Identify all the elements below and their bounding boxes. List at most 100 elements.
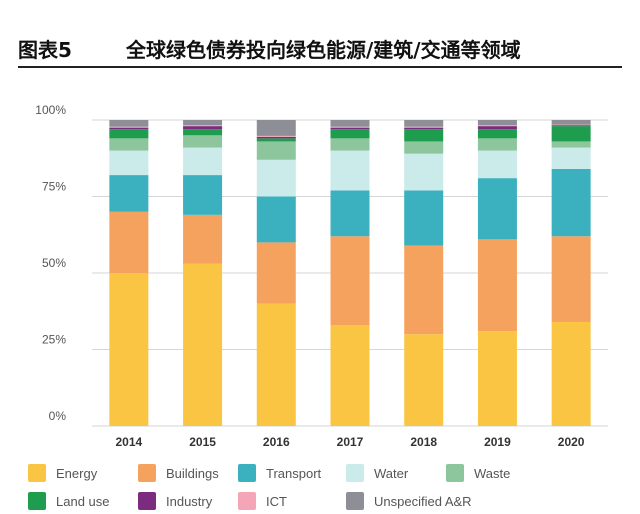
bar-segment-waste-2015: [183, 135, 223, 148]
bar-segment-ict-2019: [477, 125, 517, 127]
figure-title: 全球绿色债券投向绿色能源/建筑/交通等领域: [126, 38, 521, 62]
legend-label: Waste: [474, 465, 511, 481]
legend-item: Energy: [28, 462, 97, 484]
bar-segment-industry-2019: [477, 126, 517, 130]
bar-segment-water-2014: [109, 150, 149, 176]
bar-segment-industry-2015: [183, 126, 223, 130]
bar-segment-unspecified-a-r-2017: [330, 120, 370, 127]
legend-item: Water: [346, 462, 408, 484]
legend-label: Unspecified A&R: [374, 493, 472, 509]
stacked-bar-chart: 0% 25% 50% 75% 100% 2014 2015 2016 2017 2018 2019 2…: [35, 103, 608, 449]
bar-segment-industry-2016: [256, 136, 296, 139]
bar-segment-land-use-2015: [183, 129, 223, 136]
legend-item: Land use: [28, 490, 110, 512]
bar-segment-industry-2017: [330, 127, 370, 130]
x-tick-label: 2019: [484, 435, 511, 449]
x-tick-label: 2020: [558, 435, 585, 449]
legend-label: Transport: [266, 465, 322, 481]
bar-segment-energy-2015: [183, 263, 223, 426]
bar-segment-buildings-2019: [477, 239, 517, 332]
legend-label: Water: [374, 465, 409, 481]
bar-segment-energy-2018: [404, 334, 444, 426]
y-tick-label: 25%: [42, 333, 66, 347]
x-tick-label: 2016: [263, 435, 290, 449]
legend-swatch: [28, 464, 46, 482]
bar-segment-ict-2017: [330, 126, 370, 128]
bar-segment-land-use-2019: [477, 129, 517, 139]
bar-segment-land-use-2018: [404, 129, 444, 142]
bar-segment-land-use-2014: [109, 129, 149, 139]
legend-swatch: [28, 492, 46, 510]
header-divider: [18, 66, 622, 68]
bar-segment-industry-2014: [109, 127, 149, 130]
legend-item: ICT: [238, 490, 287, 512]
bar-segment-energy-2017: [330, 325, 370, 426]
y-tick-label: 0%: [49, 409, 67, 423]
bar-segment-transport-2015: [183, 175, 223, 215]
bar-segment-unspecified-a-r-2014: [109, 120, 149, 127]
bar-segment-land-use-2020: [551, 126, 591, 142]
bar-segment-industry-2020: [551, 125, 591, 127]
legend-swatch: [238, 464, 256, 482]
bar-segment-ict-2015: [183, 125, 223, 127]
bar-segment-waste-2018: [404, 141, 444, 154]
bar-segment-water-2015: [183, 147, 223, 176]
bar-segment-waste-2014: [109, 138, 149, 151]
bar-segment-waste-2020: [551, 141, 591, 148]
bar-segment-energy-2019: [477, 331, 517, 426]
legend-swatch: [446, 464, 464, 482]
legend-swatch: [138, 492, 156, 510]
bar-segment-water-2017: [330, 150, 370, 191]
legend-item: Unspecified A&R: [346, 490, 472, 512]
bar-segment-ict-2014: [109, 126, 149, 128]
bar-segment-waste-2019: [477, 138, 517, 151]
bar-segment-buildings-2014: [109, 211, 149, 273]
bar-segment-water-2018: [404, 153, 444, 191]
y-tick-label: 50%: [42, 256, 66, 270]
bar-segment-energy-2016: [256, 303, 296, 426]
bar-segment-transport-2017: [330, 190, 370, 237]
legend-item: Industry: [138, 490, 212, 512]
bar-segment-buildings-2020: [551, 236, 591, 322]
legend-item: Waste: [446, 462, 510, 484]
legend-label: Buildings: [166, 465, 219, 481]
y-tick-label: 75%: [42, 180, 66, 194]
legend-label: Industry: [166, 493, 213, 509]
figure-header: 图表5 全球绿色债券投向绿色能源/建筑/交通等领域: [18, 30, 622, 70]
legend-label: ICT: [266, 493, 287, 509]
bar-segment-unspecified-a-r-2016: [256, 120, 296, 136]
y-tick-label: 100%: [35, 103, 66, 117]
legend-item: Transport: [238, 462, 321, 484]
x-tick-label: 2018: [410, 435, 437, 449]
bar-segment-unspecified-a-r-2020: [551, 120, 591, 125]
bar-segment-buildings-2018: [404, 245, 444, 335]
legend-swatch: [346, 464, 364, 482]
x-tick-label: 2015: [189, 435, 216, 449]
legend-label: Energy: [56, 465, 98, 481]
bar-segment-transport-2014: [109, 175, 149, 212]
x-tick-label: 2017: [337, 435, 364, 449]
bar-segment-water-2016: [256, 159, 296, 197]
chart-legend: Energy Buildings Transport Water Waste Land u…: [28, 462, 608, 514]
legend-swatch: [238, 492, 256, 510]
bar-segment-transport-2018: [404, 190, 444, 246]
bar-segment-transport-2016: [256, 196, 296, 243]
bar-segment-water-2019: [477, 150, 517, 179]
bar-segment-transport-2020: [551, 168, 591, 237]
bar-segment-energy-2014: [109, 273, 149, 426]
bar-segment-ict-2016: [256, 135, 296, 137]
bar-segment-waste-2016: [256, 141, 296, 160]
bar-segment-industry-2018: [404, 127, 444, 130]
bar-segment-land-use-2016: [256, 138, 296, 142]
bar-segment-unspecified-a-r-2015: [183, 120, 223, 126]
bar-segment-unspecified-a-r-2018: [404, 120, 444, 127]
figure-label: 图表5: [18, 38, 72, 62]
bar-segment-buildings-2017: [330, 236, 370, 326]
bar-segment-ict-2018: [404, 126, 444, 128]
legend-swatch: [346, 492, 364, 510]
bar-segment-buildings-2016: [256, 242, 296, 304]
x-tick-label: 2014: [116, 435, 143, 449]
legend-item: Buildings: [138, 462, 219, 484]
legend-swatch: [138, 464, 156, 482]
bar-segment-buildings-2015: [183, 214, 223, 264]
